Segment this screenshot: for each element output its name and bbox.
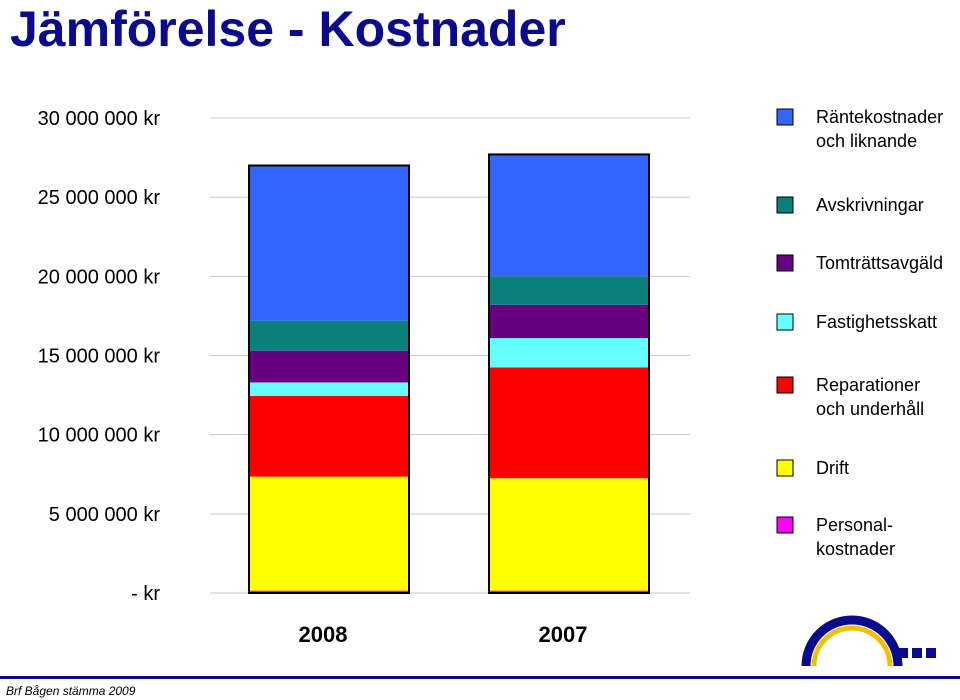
legend-swatch <box>776 108 794 126</box>
brf-bagen-logo <box>798 608 938 672</box>
bar-outline <box>248 164 410 594</box>
y-tick-label: 20 000 000 kr <box>38 266 161 288</box>
legend-label: och liknande <box>816 131 917 151</box>
bar-segment <box>249 476 409 591</box>
footer-divider <box>0 676 960 679</box>
y-tick-label: 15 000 000 kr <box>38 346 161 368</box>
legend-swatch <box>776 313 794 331</box>
y-tick-label: 30 000 000 kr <box>38 108 161 130</box>
y-tick-label: 5 000 000 kr <box>49 504 161 526</box>
y-tick-label: - kr <box>131 583 160 605</box>
legend-swatch <box>776 196 794 214</box>
y-tick-label: 10 000 000 kr <box>38 425 161 447</box>
legend-label: och underhåll <box>816 399 924 419</box>
bar-segment <box>249 395 409 477</box>
footer-text: Brf Bågen stämma 2009 <box>6 684 136 698</box>
legend-label: Drift <box>816 458 849 478</box>
bar-segment <box>249 165 409 321</box>
bar-segment <box>249 590 409 593</box>
bar-segment <box>489 367 649 479</box>
legend-swatch <box>776 376 794 394</box>
bar-segment <box>489 154 649 277</box>
legend-swatch <box>776 516 794 534</box>
legend-swatch <box>776 459 794 477</box>
bar-segment <box>489 590 649 593</box>
bar-segment <box>249 382 409 396</box>
x-category-label: 2007 <box>539 622 588 647</box>
bar-segment <box>249 350 409 383</box>
page-title: Jämförelse - Kostnader <box>10 1 566 57</box>
x-category-label: 2008 <box>299 622 348 647</box>
bar-segment <box>489 478 649 591</box>
y-tick-label: 25 000 000 kr <box>38 187 161 209</box>
bar-outline <box>488 153 650 595</box>
legend-label: Tomträttsavgäld <box>816 253 943 273</box>
legend-label: Avskrivningar <box>816 195 924 215</box>
bar-segment <box>489 304 649 339</box>
bar-segment <box>489 338 649 368</box>
legend-label: kostnader <box>816 539 895 559</box>
bar-segment <box>249 320 409 351</box>
legend-label: Fastighetsskatt <box>816 312 937 332</box>
legend-label: Räntekostnader <box>816 107 943 127</box>
legend-label: Personal- <box>816 515 893 535</box>
legend-swatch <box>776 254 794 272</box>
legend-label: Reparationer <box>816 375 920 395</box>
bar-segment <box>489 276 649 305</box>
